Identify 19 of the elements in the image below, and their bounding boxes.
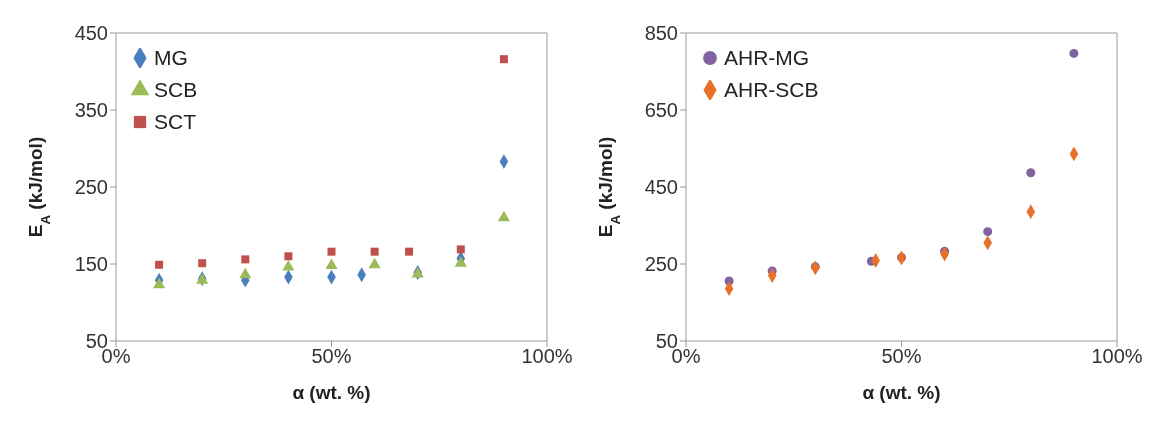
x-tick-label: 50% <box>311 345 352 368</box>
x-tick-label: 100% <box>521 345 573 368</box>
y-tick-label: 250 <box>644 253 678 276</box>
y-tick-label: 350 <box>74 99 108 122</box>
y-tick-label: 650 <box>644 99 678 122</box>
x-tick-label: 100% <box>1091 345 1143 368</box>
legend-label: AHR-SCB <box>724 77 819 103</box>
y-tick-label: 450 <box>644 176 678 199</box>
y-tick-label: 150 <box>74 253 108 276</box>
legend-label: MG <box>154 45 188 71</box>
legend-label: AHR-MG <box>724 45 810 71</box>
legend-label: SCT <box>154 109 196 135</box>
y-tick-label: 850 <box>644 22 678 45</box>
x-axis-title: α (wt. %) <box>292 382 371 403</box>
y-tick-label: 450 <box>74 22 108 45</box>
y-tick-label: 250 <box>74 176 108 199</box>
x-axis-title: α (wt. %) <box>862 382 941 403</box>
legend-label: SCB <box>154 77 198 103</box>
x-tick-label: 50% <box>881 345 922 368</box>
